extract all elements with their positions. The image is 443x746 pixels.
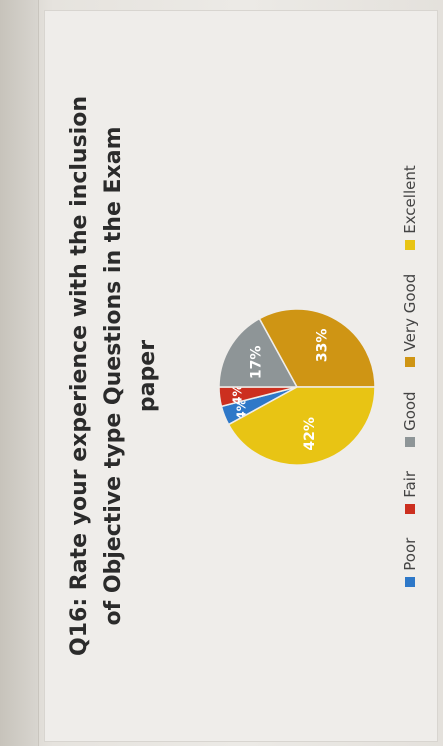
legend-item-fair: Fair: [401, 471, 419, 514]
legend-label-very-good: Very Good: [401, 273, 419, 352]
legend-label-fair: Fair: [401, 470, 419, 498]
pie-label-fair: 4%: [231, 384, 245, 404]
legend-swatch-very-good: [404, 357, 415, 368]
chart-legend: Poor Fair Good Very Good Excellent: [401, 11, 419, 741]
legend-swatch-good: [404, 436, 415, 447]
pie-label-very-good: 33%: [315, 329, 331, 363]
pie-label-good: 17%: [248, 346, 264, 380]
legend-item-very-good: Very Good: [401, 274, 419, 368]
pie-label-excellent: 42%: [302, 417, 318, 451]
legend-label-poor: Poor: [401, 537, 419, 571]
pie-chart: 4%4%17%33%42%: [218, 308, 376, 466]
pie-slice-excellent: [227, 386, 376, 466]
legend-swatch-excellent: [404, 239, 415, 250]
legend-item-poor: Poor: [401, 538, 419, 587]
pie-slice-good: [218, 317, 299, 388]
legend-swatch-fair: [404, 503, 415, 514]
adjacent-page-edge: [0, 0, 39, 746]
legend-label-excellent: Excellent: [401, 165, 419, 234]
rotated-chart-frame: Q16: Rate your experience with the inclu…: [45, 11, 437, 741]
pie-label-poor: 4%: [234, 399, 248, 419]
legend-item-good: Good: [401, 391, 419, 447]
chart-card: Q16: Rate your experience with the inclu…: [44, 10, 438, 742]
legend-label-good: Good: [401, 391, 419, 431]
legend-swatch-poor: [404, 576, 415, 587]
legend-item-excellent: Excellent: [401, 165, 419, 250]
pie-slice-very-good: [258, 308, 376, 388]
